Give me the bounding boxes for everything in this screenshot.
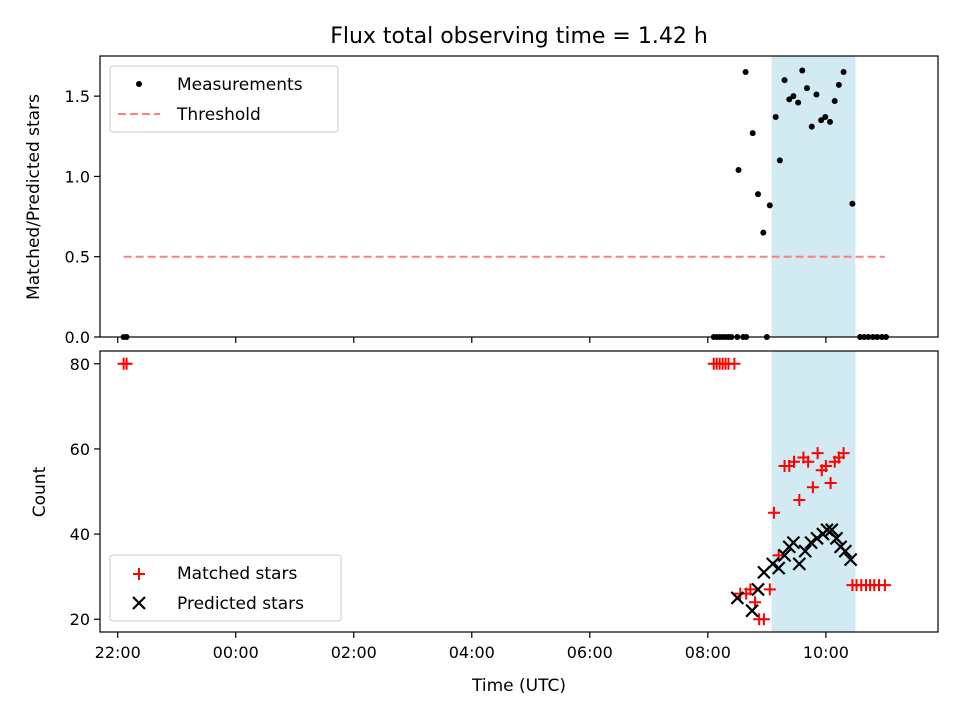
counts-legend-box xyxy=(109,554,342,622)
matched-stars-point xyxy=(120,357,133,370)
x-tick-label: 10:00 xyxy=(803,643,849,662)
matched-stars-point xyxy=(806,481,819,494)
counts-plot-frame xyxy=(99,350,939,633)
matched-stars-point xyxy=(837,447,850,460)
y-tick-label: 0.0 xyxy=(65,328,90,347)
x-tick-label: 04:00 xyxy=(449,643,495,662)
measurement-point xyxy=(813,91,820,98)
y-tick-label: 60 xyxy=(70,440,90,459)
predicted-stars-point xyxy=(745,603,759,618)
x-tick-label: 00:00 xyxy=(213,643,259,662)
counts-legend: Matched stars Predicted stars xyxy=(109,554,342,622)
legend-label-matched-stars: Matched stars xyxy=(177,564,297,584)
measurement-point xyxy=(772,114,779,121)
matched-stars-point xyxy=(757,613,770,626)
measurement-point xyxy=(849,200,856,207)
measurement-point xyxy=(781,77,788,84)
x-axis-label: Time (UTC) xyxy=(471,676,566,696)
measurement-point xyxy=(760,229,767,236)
ratio-y-axis-label: Matched/Predicted stars xyxy=(24,94,44,300)
matched-stars-point xyxy=(819,459,832,472)
ratio-legend-box xyxy=(109,65,339,133)
predicted-stars-point xyxy=(824,523,839,537)
matched-stars-point xyxy=(749,596,762,609)
x-tick-label: 22:00 xyxy=(95,643,141,662)
ratio-legend: Measurements Threshold xyxy=(109,65,339,133)
legend-marker-measurements xyxy=(136,81,142,87)
predicted-stars-point xyxy=(843,552,858,567)
matched-stars-point xyxy=(744,583,757,596)
y-tick-label: 1.0 xyxy=(65,167,90,186)
measurement-point xyxy=(840,69,847,76)
matched-stars-point xyxy=(878,579,891,592)
matched-stars-point xyxy=(802,455,815,468)
predicted-stars-point xyxy=(777,548,792,563)
measurement-point xyxy=(735,167,742,174)
chart-title: Flux total observing time = 1.42 h xyxy=(330,24,708,49)
predicted-stars-point xyxy=(765,557,780,571)
measurement-point xyxy=(742,69,749,76)
measurement-point xyxy=(749,130,756,137)
legend-marker-matched-stars xyxy=(133,568,145,580)
predicted-stars-point xyxy=(829,531,844,546)
predicted-stars-point xyxy=(786,535,801,550)
measurement-point xyxy=(766,202,773,209)
predicted-stars-point xyxy=(792,557,807,571)
y-tick-label: 80 xyxy=(70,355,90,374)
predicted-stars-point xyxy=(798,544,812,558)
matched-stars-point xyxy=(763,583,776,596)
y-tick-label: 0.5 xyxy=(65,248,90,267)
measurement-point xyxy=(822,114,829,121)
measurement-point xyxy=(776,157,783,164)
matched-stars-point xyxy=(824,476,837,489)
predicted-stars-point xyxy=(804,535,818,550)
predicted-stars-point xyxy=(730,591,745,605)
legend-label-threshold: Threshold xyxy=(176,105,261,125)
matched-stars-point xyxy=(767,506,780,519)
counts-y-axis-label: Count xyxy=(30,466,50,517)
y-tick-label: 1.5 xyxy=(65,87,90,106)
measurement-point xyxy=(831,97,838,104)
measurement-point xyxy=(808,123,815,130)
ratio-plot-frame xyxy=(99,55,939,338)
measurement-point xyxy=(827,118,834,125)
ratio-axis-ticks: 0.0 0.5 1.0 1.5 xyxy=(65,87,827,347)
counts-panel: 22:00 00:00 02:00 04:00 06:00 08:00 10:00 20 40 6… xyxy=(30,350,939,662)
legend-label-measurements: Measurements xyxy=(177,75,303,95)
measurement-point xyxy=(790,93,797,100)
measurement-point xyxy=(795,99,802,106)
measurement-point xyxy=(835,81,842,88)
y-tick-label: 40 xyxy=(70,525,90,544)
measurement-point xyxy=(799,67,806,74)
matched-stars-point xyxy=(788,455,801,468)
x-tick-label: 06:00 xyxy=(567,643,613,662)
counts-axis-ticks: 22:00 00:00 02:00 04:00 06:00 08:00 10:00 20 40 6… xyxy=(70,355,849,662)
x-tick-label: 08:00 xyxy=(685,643,731,662)
matched-stars-point xyxy=(728,357,741,370)
matched-stars-point xyxy=(811,447,824,460)
ratio-panel: 0.0 0.5 1.0 1.5 Matched/Predicted stars Mea… xyxy=(24,55,939,347)
y-tick-label: 20 xyxy=(70,610,90,629)
legend-marker-predicted-stars xyxy=(132,596,146,610)
measurement-point xyxy=(818,117,825,124)
matched-stars-point xyxy=(793,494,806,507)
ratio-shaded-span xyxy=(771,56,856,337)
predicted-stars-point xyxy=(838,544,853,558)
measurement-point xyxy=(803,85,810,92)
measurement-point xyxy=(786,96,793,103)
measurement-point xyxy=(755,191,762,198)
predicted-stars-point xyxy=(771,561,786,575)
counts-data xyxy=(117,357,891,626)
predicted-stars-point xyxy=(751,582,765,597)
x-tick-label: 02:00 xyxy=(331,643,377,662)
legend-label-predicted-stars: Predicted stars xyxy=(177,594,304,614)
